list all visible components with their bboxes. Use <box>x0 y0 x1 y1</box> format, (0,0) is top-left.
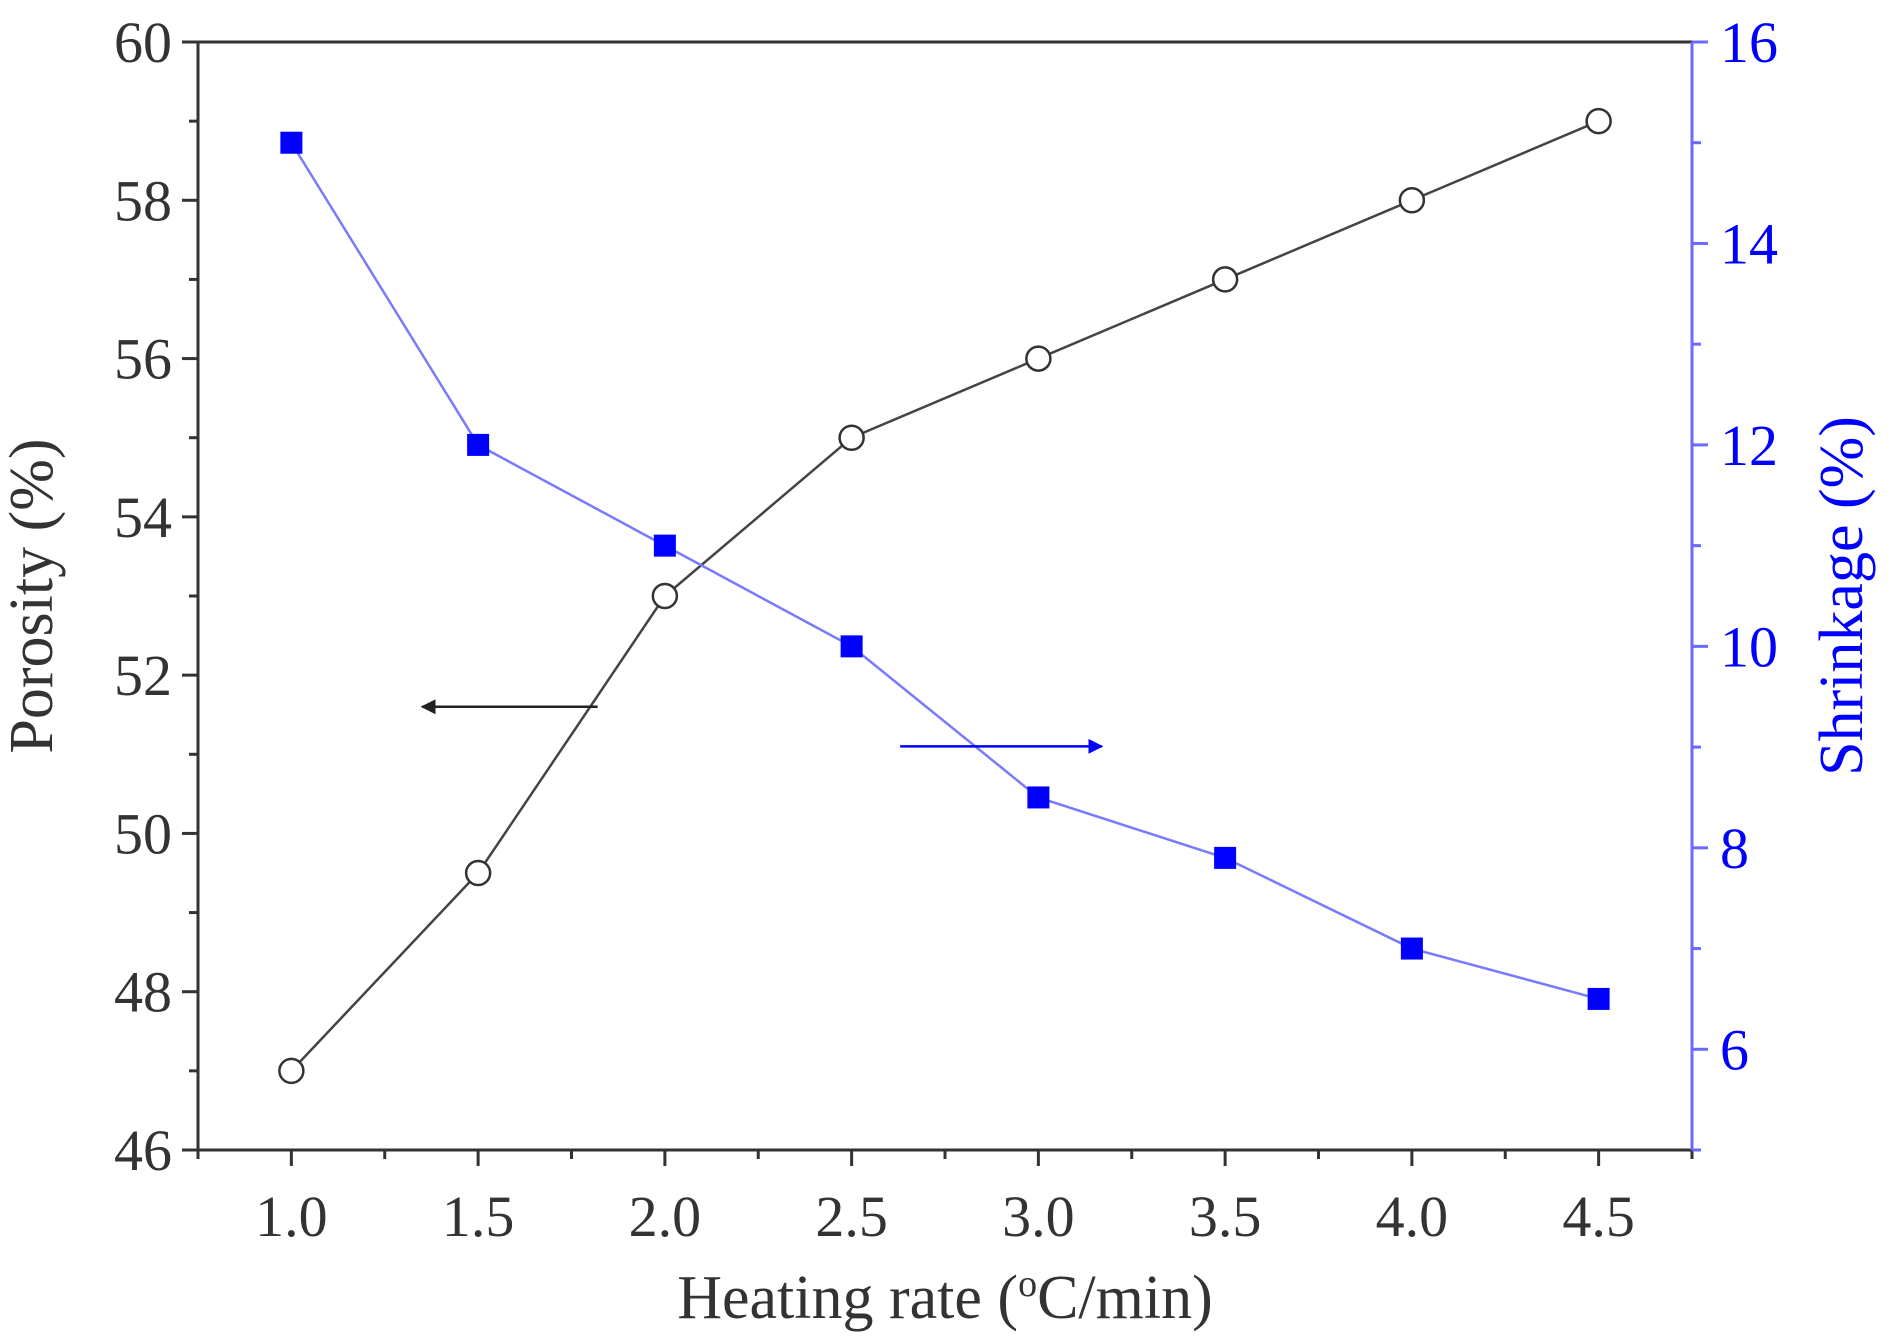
porosity-point <box>1211 266 1239 293</box>
right-tick-label: 8 <box>1720 816 1749 881</box>
shrinkage-point <box>1587 987 1610 1010</box>
x-tick-label: 4.0 <box>1376 1184 1449 1249</box>
plot-frame <box>196 40 1694 1152</box>
left-tick-label: 58 <box>114 168 172 233</box>
right-axis-title: Shrinkage (%) <box>1808 416 1876 776</box>
left-axis-title: Porosity (%) <box>0 438 66 753</box>
x-axis-title-pre: Heating rate ( <box>677 1264 1018 1332</box>
x-axis-title: Heating rate (oC/min) <box>677 1263 1213 1332</box>
left-tick-label: 50 <box>114 801 172 866</box>
x-axis-title-post: C/min) <box>1037 1264 1213 1332</box>
shrinkage-point <box>1400 937 1423 960</box>
porosity-point <box>1398 187 1426 214</box>
left-tick-label: 54 <box>114 485 172 550</box>
annotation-layer <box>420 699 1104 754</box>
x-tick-label: 3.5 <box>1189 1184 1262 1249</box>
shrinkage-line <box>290 142 1599 1001</box>
shrinkage-point <box>1027 786 1050 809</box>
x-tick-label: 1.0 <box>255 1184 328 1249</box>
porosity-point <box>838 424 865 451</box>
shrinkage-point <box>467 433 490 456</box>
left-tick-label: 48 <box>114 960 172 1025</box>
porosity-line <box>290 119 1600 1072</box>
x-axis-ticks: 1.0 1.5 2.0 2.5 3.0 3.5 4.0 4.5 <box>196 1150 1694 1249</box>
x-tick-label: 3.0 <box>1002 1184 1075 1249</box>
right-tick-label: 12 <box>1720 413 1778 478</box>
x-tick-label: 2.5 <box>815 1184 888 1249</box>
porosity-point <box>651 582 679 610</box>
shrinkage-point <box>1214 846 1237 869</box>
porosity-point <box>464 859 492 887</box>
shrinkage-point <box>840 635 863 658</box>
x-tick-label: 4.5 <box>1562 1184 1635 1249</box>
left-axis-ticks: 46 48 50 52 54 56 58 60 <box>114 10 198 1183</box>
left-tick-label: 56 <box>114 327 172 392</box>
series-layer <box>278 107 1612 1085</box>
x-axis-title-superscript: o <box>1018 1263 1037 1305</box>
right-axis-ticks: 6 8 10 12 14 16 <box>1692 10 1778 1152</box>
porosity-point <box>1025 345 1052 372</box>
x-tick-label: 2.0 <box>629 1184 702 1249</box>
left-tick-label: 52 <box>114 643 172 708</box>
right-tick-label: 14 <box>1720 211 1778 276</box>
right-tick-label: 16 <box>1720 10 1778 75</box>
porosity-point <box>278 1057 305 1085</box>
right-tick-label: 10 <box>1720 614 1778 679</box>
left-tick-label: 46 <box>114 1118 172 1183</box>
right-tick-label: 6 <box>1720 1017 1749 1082</box>
x-tick-label: 1.5 <box>442 1184 515 1249</box>
shrinkage-point <box>653 534 676 557</box>
porosity-point <box>1585 107 1612 135</box>
left-tick-label: 60 <box>114 10 172 75</box>
shrinkage-point <box>280 131 303 154</box>
